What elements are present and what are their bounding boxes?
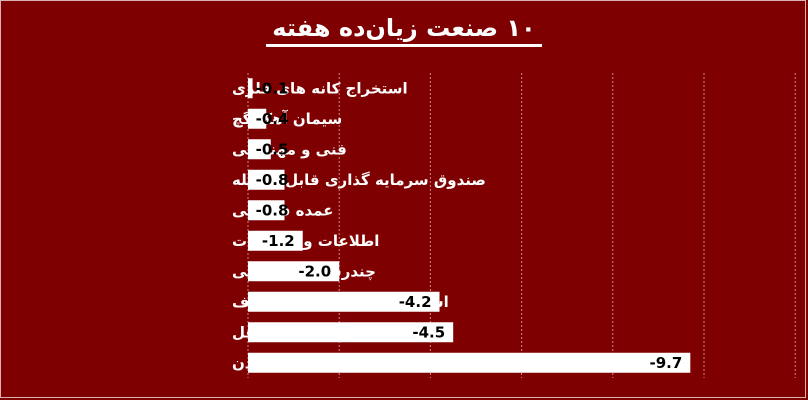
chart-title: ۱۰ صنعت زیان‌ده هفته [0, 14, 808, 47]
bar [248, 352, 691, 373]
bar [248, 169, 285, 190]
category-label: سیمان آهک گچ [232, 110, 342, 128]
data-label: -0.1 [256, 79, 289, 97]
chart-title-text: ۱۰ صنعت زیان‌ده هفته [266, 14, 542, 47]
bar [248, 291, 440, 312]
data-label: -0.8 [256, 171, 289, 189]
bar [248, 78, 253, 99]
category-label: اطلاعات و ارتباطات [232, 232, 379, 250]
data-label: -2.0 [298, 262, 331, 280]
bar [248, 108, 267, 129]
data-label: -0.8 [256, 201, 289, 219]
category-label: فنی و مهندسی [232, 140, 347, 158]
data-label: -0.5 [256, 140, 289, 158]
category-label: صندوق سرمایه گذاری قابل معامله [232, 171, 486, 189]
bar [248, 261, 340, 282]
data-label: -4.5 [412, 323, 445, 341]
category-label: چندرشته ای صنعتی [232, 262, 376, 281]
category-label: استخراج نفت گاز جز اکتشاف [232, 293, 449, 311]
data-label: -0.4 [256, 110, 289, 128]
bar [248, 200, 285, 221]
bar [248, 322, 454, 343]
category-label: استخراج کانه های فلزی [232, 79, 408, 97]
category-label: استخراج سایر معادن [232, 354, 384, 372]
bar [248, 139, 271, 160]
category-label: عمده فروشی [232, 201, 333, 219]
data-label: -9.7 [650, 354, 683, 372]
category-label: سایر حمل و نقل [232, 323, 356, 341]
data-label: -4.2 [399, 293, 432, 311]
data-label: -1.2 [262, 232, 295, 250]
bar [248, 230, 303, 251]
